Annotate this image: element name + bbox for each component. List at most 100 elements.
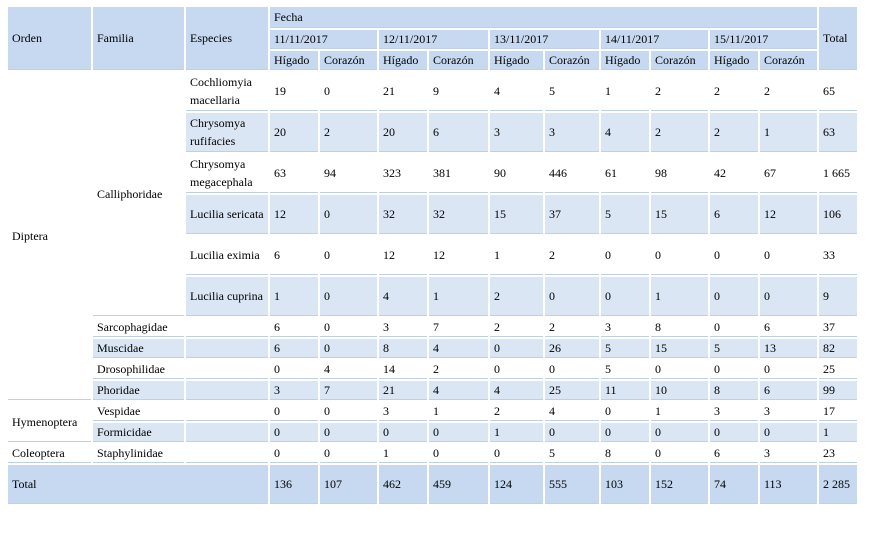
count-cell: 67 (760, 154, 817, 193)
species-cell: Chrysomya rufifacies (186, 113, 268, 152)
row-total-cell: 9 (819, 277, 857, 316)
column-total-cell: 555 (545, 465, 599, 504)
row-total-cell: 106 (819, 195, 857, 234)
count-cell: 0 (320, 236, 377, 275)
count-cell: 2 (545, 236, 599, 275)
count-cell: 0 (429, 444, 488, 463)
species-cell-empty (186, 360, 268, 379)
header-orden: Orden (8, 7, 91, 70)
count-cell: 4 (429, 339, 488, 358)
count-cell: 0 (270, 423, 318, 442)
count-cell: 2 (320, 113, 377, 152)
count-cell: 1 (760, 113, 817, 152)
date-header: 14/11/2017 (601, 30, 708, 49)
count-cell: 0 (270, 444, 318, 463)
count-cell: 0 (710, 423, 758, 442)
count-cell: 0 (545, 360, 599, 379)
count-cell: 0 (320, 339, 377, 358)
count-cell: 2 (429, 360, 488, 379)
count-cell: 3 (379, 402, 427, 421)
count-cell: 37 (545, 195, 599, 234)
count-cell: 12 (270, 195, 318, 234)
count-cell: 2 (651, 113, 708, 152)
count-cell: 1 (379, 444, 427, 463)
column-total-cell: 136 (270, 465, 318, 504)
row-total-cell: 37 (819, 318, 857, 337)
row-total-cell: 65 (819, 72, 857, 111)
count-cell: 0 (651, 236, 708, 275)
family-cell: Sarcophagidae (93, 318, 184, 337)
count-cell: 381 (429, 154, 488, 193)
count-cell: 0 (601, 423, 649, 442)
family-cell: Formicidae (93, 423, 184, 442)
count-cell: 2 (651, 72, 708, 111)
count-cell: 0 (379, 423, 427, 442)
column-total-cell: 103 (601, 465, 649, 504)
count-cell: 0 (320, 72, 377, 111)
species-cell: Cochliomyia macellaria (186, 72, 268, 111)
header-familia: Familia (93, 7, 184, 70)
count-cell: 0 (601, 236, 649, 275)
date-header: 15/11/2017 (710, 30, 817, 49)
count-cell: 4 (379, 277, 427, 316)
count-cell: 0 (760, 277, 817, 316)
count-cell: 15 (490, 195, 543, 234)
count-cell: 0 (651, 360, 708, 379)
count-cell: 2 (490, 402, 543, 421)
count-cell: 0 (760, 360, 817, 379)
header-fecha: Fecha (270, 7, 817, 28)
count-cell: 0 (320, 318, 377, 337)
count-cell: 3 (760, 444, 817, 463)
count-cell: 0 (651, 444, 708, 463)
count-cell: 6 (429, 113, 488, 152)
count-cell: 1 (651, 402, 708, 421)
count-cell: 0 (545, 277, 599, 316)
count-cell: 3 (601, 318, 649, 337)
count-cell: 0 (490, 444, 543, 463)
row-total-cell: 17 (819, 402, 857, 421)
family-cell: Staphylinidae (93, 444, 184, 463)
count-cell: 5 (601, 195, 649, 234)
grand-total-cell: 2 285 (819, 465, 857, 504)
count-cell: 0 (601, 277, 649, 316)
count-cell: 2 (760, 72, 817, 111)
count-cell: 8 (651, 318, 708, 337)
count-cell: 0 (710, 318, 758, 337)
count-cell: 15 (651, 195, 708, 234)
count-cell: 0 (320, 195, 377, 234)
count-cell: 4 (490, 72, 543, 111)
count-cell: 1 (601, 72, 649, 111)
species-cell: Chrysomya megacephala (186, 154, 268, 193)
family-cell: Drosophilidae (93, 360, 184, 379)
count-cell: 0 (490, 339, 543, 358)
species-cell: Lucilia cuprina (186, 277, 268, 316)
count-cell: 20 (379, 113, 427, 152)
count-cell: 4 (320, 360, 377, 379)
count-cell: 3 (760, 402, 817, 421)
count-cell: 5 (545, 72, 599, 111)
count-cell: 3 (490, 113, 543, 152)
count-cell: 6 (270, 339, 318, 358)
total-label: Total (8, 465, 268, 504)
count-cell: 3 (270, 381, 318, 400)
organ-header: Corazón (545, 51, 599, 70)
count-cell: 26 (545, 339, 599, 358)
organ-header: Hígado (379, 51, 427, 70)
count-cell: 0 (760, 423, 817, 442)
column-total-cell: 124 (490, 465, 543, 504)
row-total-cell: 82 (819, 339, 857, 358)
count-cell: 21 (379, 72, 427, 111)
organ-header: Corazón (760, 51, 817, 70)
count-cell: 0 (320, 444, 377, 463)
count-cell: 8 (710, 381, 758, 400)
count-cell: 6 (760, 318, 817, 337)
count-cell: 0 (429, 423, 488, 442)
count-cell: 63 (270, 154, 318, 193)
count-cell: 6 (710, 444, 758, 463)
species-cell-empty (186, 381, 268, 400)
species-cell-empty (186, 423, 268, 442)
count-cell: 0 (270, 360, 318, 379)
count-cell: 0 (760, 236, 817, 275)
count-cell: 10 (651, 381, 708, 400)
count-cell: 2 (545, 318, 599, 337)
